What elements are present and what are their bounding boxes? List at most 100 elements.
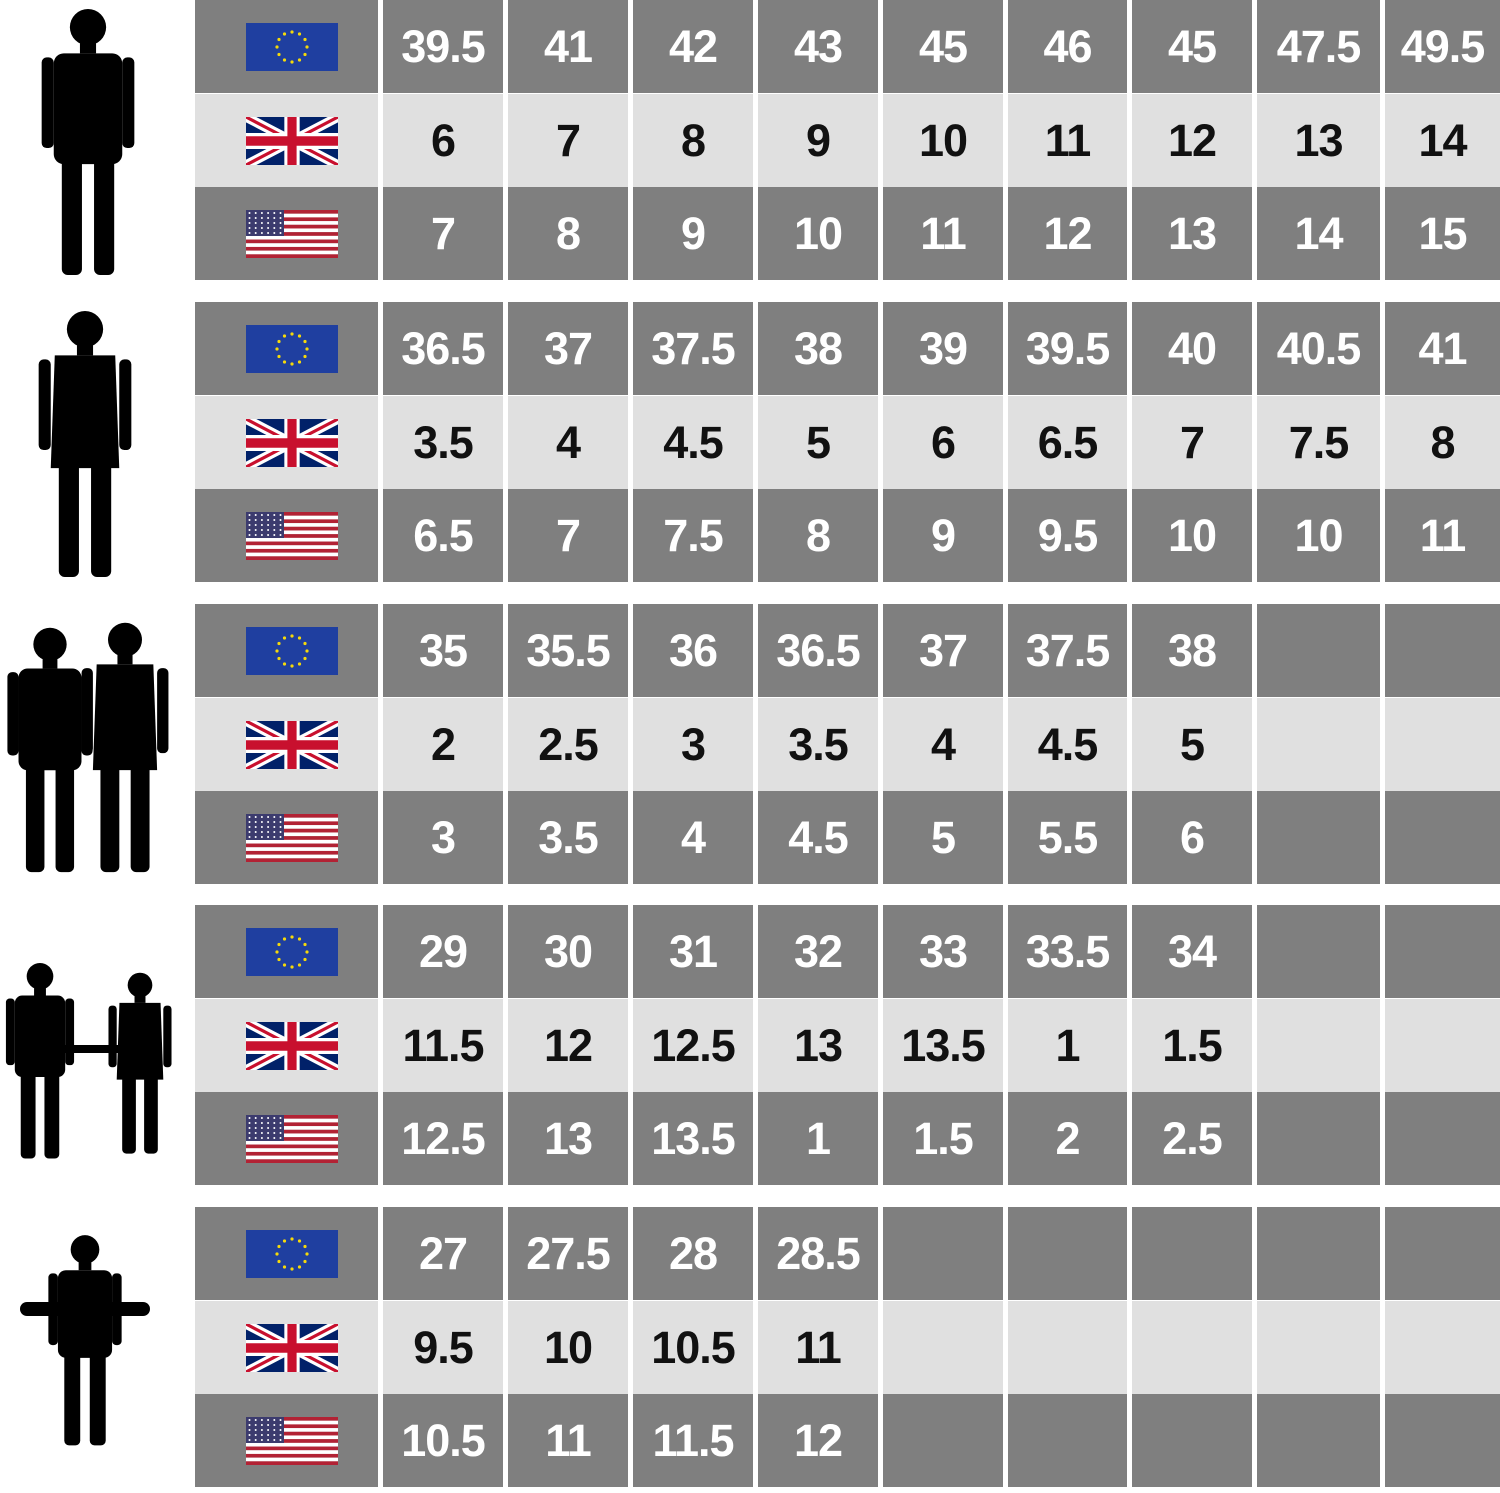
flag-cell (195, 905, 378, 998)
size-cell (1385, 791, 1500, 884)
size-cell: 10.5 (383, 1394, 503, 1487)
size-cell: 6.5 (383, 489, 503, 582)
size-cell: 3.5 (508, 791, 628, 884)
size-cell: 33 (883, 905, 1003, 998)
size-cell: 13 (1257, 94, 1380, 187)
size-cell: 30 (508, 905, 628, 998)
size-cell: 10 (1132, 489, 1252, 582)
flag-cell (195, 187, 378, 280)
size-cell: 40 (1132, 302, 1252, 395)
size-cell (1385, 999, 1500, 1092)
size-cell: 46 (1008, 0, 1127, 93)
man-icon (0, 0, 190, 281)
size-cell: 40.5 (1257, 302, 1380, 395)
size-cell: 37.5 (1008, 604, 1127, 697)
size-cell: 12.5 (633, 999, 753, 1092)
size-cell: 29 (383, 905, 503, 998)
us-flag-icon (246, 210, 338, 259)
size-cell: 27.5 (508, 1207, 628, 1300)
size-cell (1257, 1207, 1380, 1300)
flag-cell (195, 1092, 378, 1185)
size-cell: 12 (1132, 94, 1252, 187)
size-cell: 5 (758, 396, 878, 489)
size-cell: 7 (508, 94, 628, 187)
size-cell (1008, 1301, 1127, 1394)
size-cell: 3.5 (383, 396, 503, 489)
size-cell: 1.5 (1132, 999, 1252, 1092)
size-cell: 31 (633, 905, 753, 998)
size-cell: 13.5 (883, 999, 1003, 1092)
size-cell: 11 (1385, 489, 1500, 582)
size-cell (1257, 698, 1380, 791)
size-cell: 10 (508, 1301, 628, 1394)
size-cell: 36 (633, 604, 753, 697)
size-cell: 4 (883, 698, 1003, 791)
eu-flag-icon (246, 1230, 338, 1278)
size-cell (1257, 999, 1380, 1092)
size-group: 36.5 37 37.5 38 39 39.5 40 40.5 41 3.5 4 4.5 5 6 6.5 7 7… (0, 302, 1500, 583)
uk-flag-icon (243, 716, 341, 774)
flag-cell (195, 396, 378, 489)
size-cell: 2.5 (1132, 1092, 1252, 1185)
size-cell: 38 (1132, 604, 1252, 697)
size-cell: 9.5 (383, 1301, 503, 1394)
size-cell: 13 (508, 1092, 628, 1185)
size-cell (1132, 1301, 1252, 1394)
size-cell: 35.5 (508, 604, 628, 697)
size-cell: 5 (1132, 698, 1252, 791)
size-group: 29 30 31 32 33 33.5 34 11.5 12 12.5 13 13.5 1 1.5 12.5… (0, 905, 1500, 1186)
flag-cell (195, 489, 378, 582)
uk-flag-icon (243, 1319, 341, 1377)
size-group: 35 35.5 36 36.5 37 37.5 38 2 2.5 3 3.5 4 4.5 5 3 3.5 4 4.… (0, 604, 1500, 885)
size-cell: 35 (383, 604, 503, 697)
size-cell: 28 (633, 1207, 753, 1300)
size-cell: 33.5 (1008, 905, 1127, 998)
flag-cell (195, 999, 378, 1092)
size-cell: 36.5 (758, 604, 878, 697)
size-cell: 39 (883, 302, 1003, 395)
size-cell: 38 (758, 302, 878, 395)
size-cell (883, 1207, 1003, 1300)
size-cell: 11 (758, 1301, 878, 1394)
uk-flag-icon (243, 1017, 341, 1075)
size-cell (1385, 905, 1500, 998)
size-cell: 2 (1008, 1092, 1127, 1185)
size-cell: 4.5 (1008, 698, 1127, 791)
size-cell: 41 (508, 0, 628, 93)
flag-cell (195, 1301, 378, 1394)
us-flag-icon (246, 512, 338, 561)
size-cell: 1 (758, 1092, 878, 1185)
flag-cell (195, 698, 378, 791)
size-cell: 11.5 (383, 999, 503, 1092)
size-cell: 34 (1132, 905, 1252, 998)
size-cell: 1 (1008, 999, 1127, 1092)
size-cell: 10.5 (633, 1301, 753, 1394)
size-cell: 15 (1385, 187, 1500, 280)
size-cell: 12 (508, 999, 628, 1092)
size-cell: 47.5 (1257, 0, 1380, 93)
flag-cell (195, 791, 378, 884)
size-cell: 39.5 (1008, 302, 1127, 395)
size-cell: 5.5 (1008, 791, 1127, 884)
size-cell: 12 (1008, 187, 1127, 280)
size-cell: 6 (883, 396, 1003, 489)
woman-icon (0, 302, 190, 583)
size-cell: 12 (758, 1394, 878, 1487)
us-flag-icon (246, 1417, 338, 1466)
older-children-icon (0, 604, 190, 885)
size-cell: 11.5 (633, 1394, 753, 1487)
size-cell: 3 (633, 698, 753, 791)
size-cell: 11 (1008, 94, 1127, 187)
size-cell: 39.5 (383, 0, 503, 93)
size-cell: 49.5 (1385, 0, 1500, 93)
eu-flag-icon (246, 325, 338, 373)
size-cell: 27 (383, 1207, 503, 1300)
uk-flag-icon (243, 414, 341, 472)
size-cell: 3 (383, 791, 503, 884)
size-cell (1385, 604, 1500, 697)
size-cell: 6 (1132, 791, 1252, 884)
size-cell: 8 (508, 187, 628, 280)
eu-flag-icon (246, 928, 338, 976)
size-cell (1385, 698, 1500, 791)
size-cell: 14 (1385, 94, 1500, 187)
